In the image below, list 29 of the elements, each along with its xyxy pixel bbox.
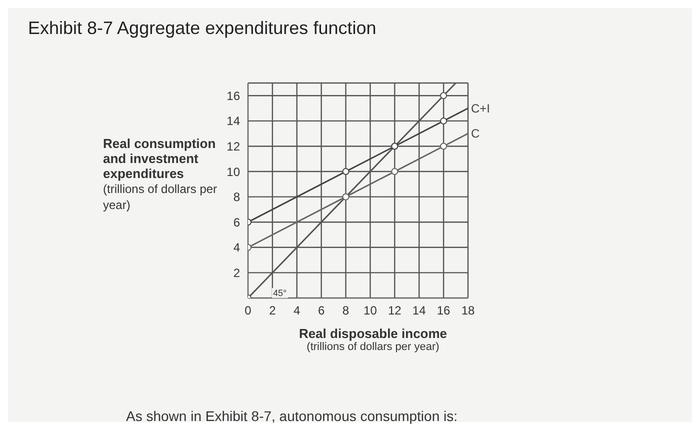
- x-tick-label: 4: [294, 304, 301, 318]
- chart-title: Exhibit 8-7 Aggregate expenditures function: [28, 18, 376, 39]
- point: [391, 168, 398, 176]
- y-tick-label: 6: [233, 215, 240, 230]
- y-tick-label: 2: [233, 266, 240, 280]
- text: As shown in Exhibit 8-7, autonomous consumption is:: [126, 408, 458, 424]
- x-tick-label: 14: [412, 304, 426, 318]
- y-tick-label: 4: [233, 240, 240, 255]
- y-axis-title: Real consumption and investment expenditures (trillions of dollars per year): [103, 136, 218, 212]
- x-tick-label: 12: [388, 304, 402, 318]
- series-label: C: [471, 126, 480, 141]
- point: [440, 117, 448, 124]
- x-tick-label: 16: [436, 304, 451, 318]
- x-tick-label: 10: [364, 304, 378, 318]
- x-tick-label: 8: [342, 304, 350, 318]
- y-tick-label: 12: [226, 139, 240, 154]
- annotation: 45°: [272, 288, 288, 298]
- y-tick-label: 8: [233, 190, 240, 204]
- series-label: C+I: [471, 101, 490, 116]
- y-tick-label: 10: [226, 164, 240, 179]
- x-tick-label: 6: [318, 304, 325, 318]
- point: [342, 168, 350, 176]
- x-axis-title: Real disposable income (trillions of dollars per year): [298, 326, 448, 353]
- x-tick-label: 2: [269, 304, 276, 318]
- x-tick-label: 18: [461, 304, 475, 318]
- y-tick-label: 14: [226, 114, 240, 128]
- x-tick-label: 0: [244, 304, 252, 318]
- point: [440, 142, 448, 150]
- y-tick-label: 16: [226, 88, 240, 103]
